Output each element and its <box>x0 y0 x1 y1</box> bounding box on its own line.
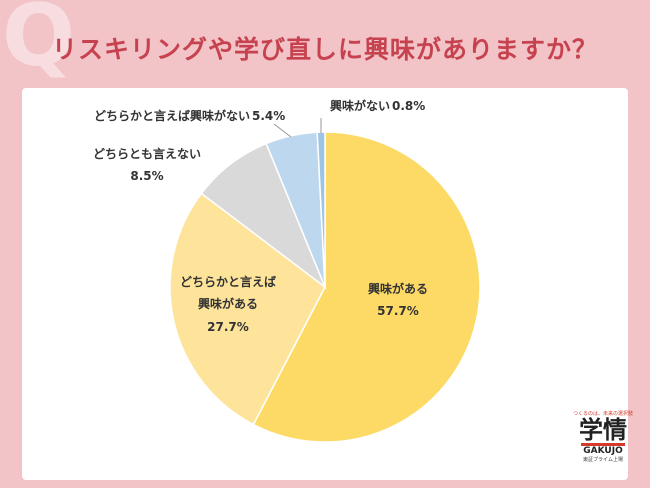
logo-listing: 東証プライム上場 <box>583 457 623 463</box>
chart-title: リスキリングや学び直しに興味がありますか？ <box>51 35 598 64</box>
value-label: 27.7% <box>207 320 249 334</box>
category-label: どちらかと言えば興味がない <box>93 109 250 123</box>
category-label: どちらかと言えば興味がある <box>179 275 276 311</box>
title-mark: Q <box>2 0 76 86</box>
category-label: 興味がある <box>367 282 428 296</box>
logo: つくるのは、未来の選択肢 学情 GAKUJO 東証プライム上場 <box>568 410 638 463</box>
value-label: 8.5% <box>130 169 164 183</box>
leader-line <box>273 123 292 138</box>
category-label: どちらとも言えない <box>92 147 201 161</box>
logo-tagline: つくるのは、未来の選択肢 <box>573 411 633 417</box>
logo-name: 学情 <box>579 416 627 444</box>
pie-slice <box>169 192 326 426</box>
value-label: 57.7% <box>377 304 419 318</box>
pie-slice <box>252 131 481 443</box>
category-label: 興味がない <box>329 99 390 113</box>
value-label: 5.4% <box>252 109 286 123</box>
value-label: 0.8% <box>392 99 426 113</box>
logo-roman: GAKUJO <box>581 443 625 456</box>
